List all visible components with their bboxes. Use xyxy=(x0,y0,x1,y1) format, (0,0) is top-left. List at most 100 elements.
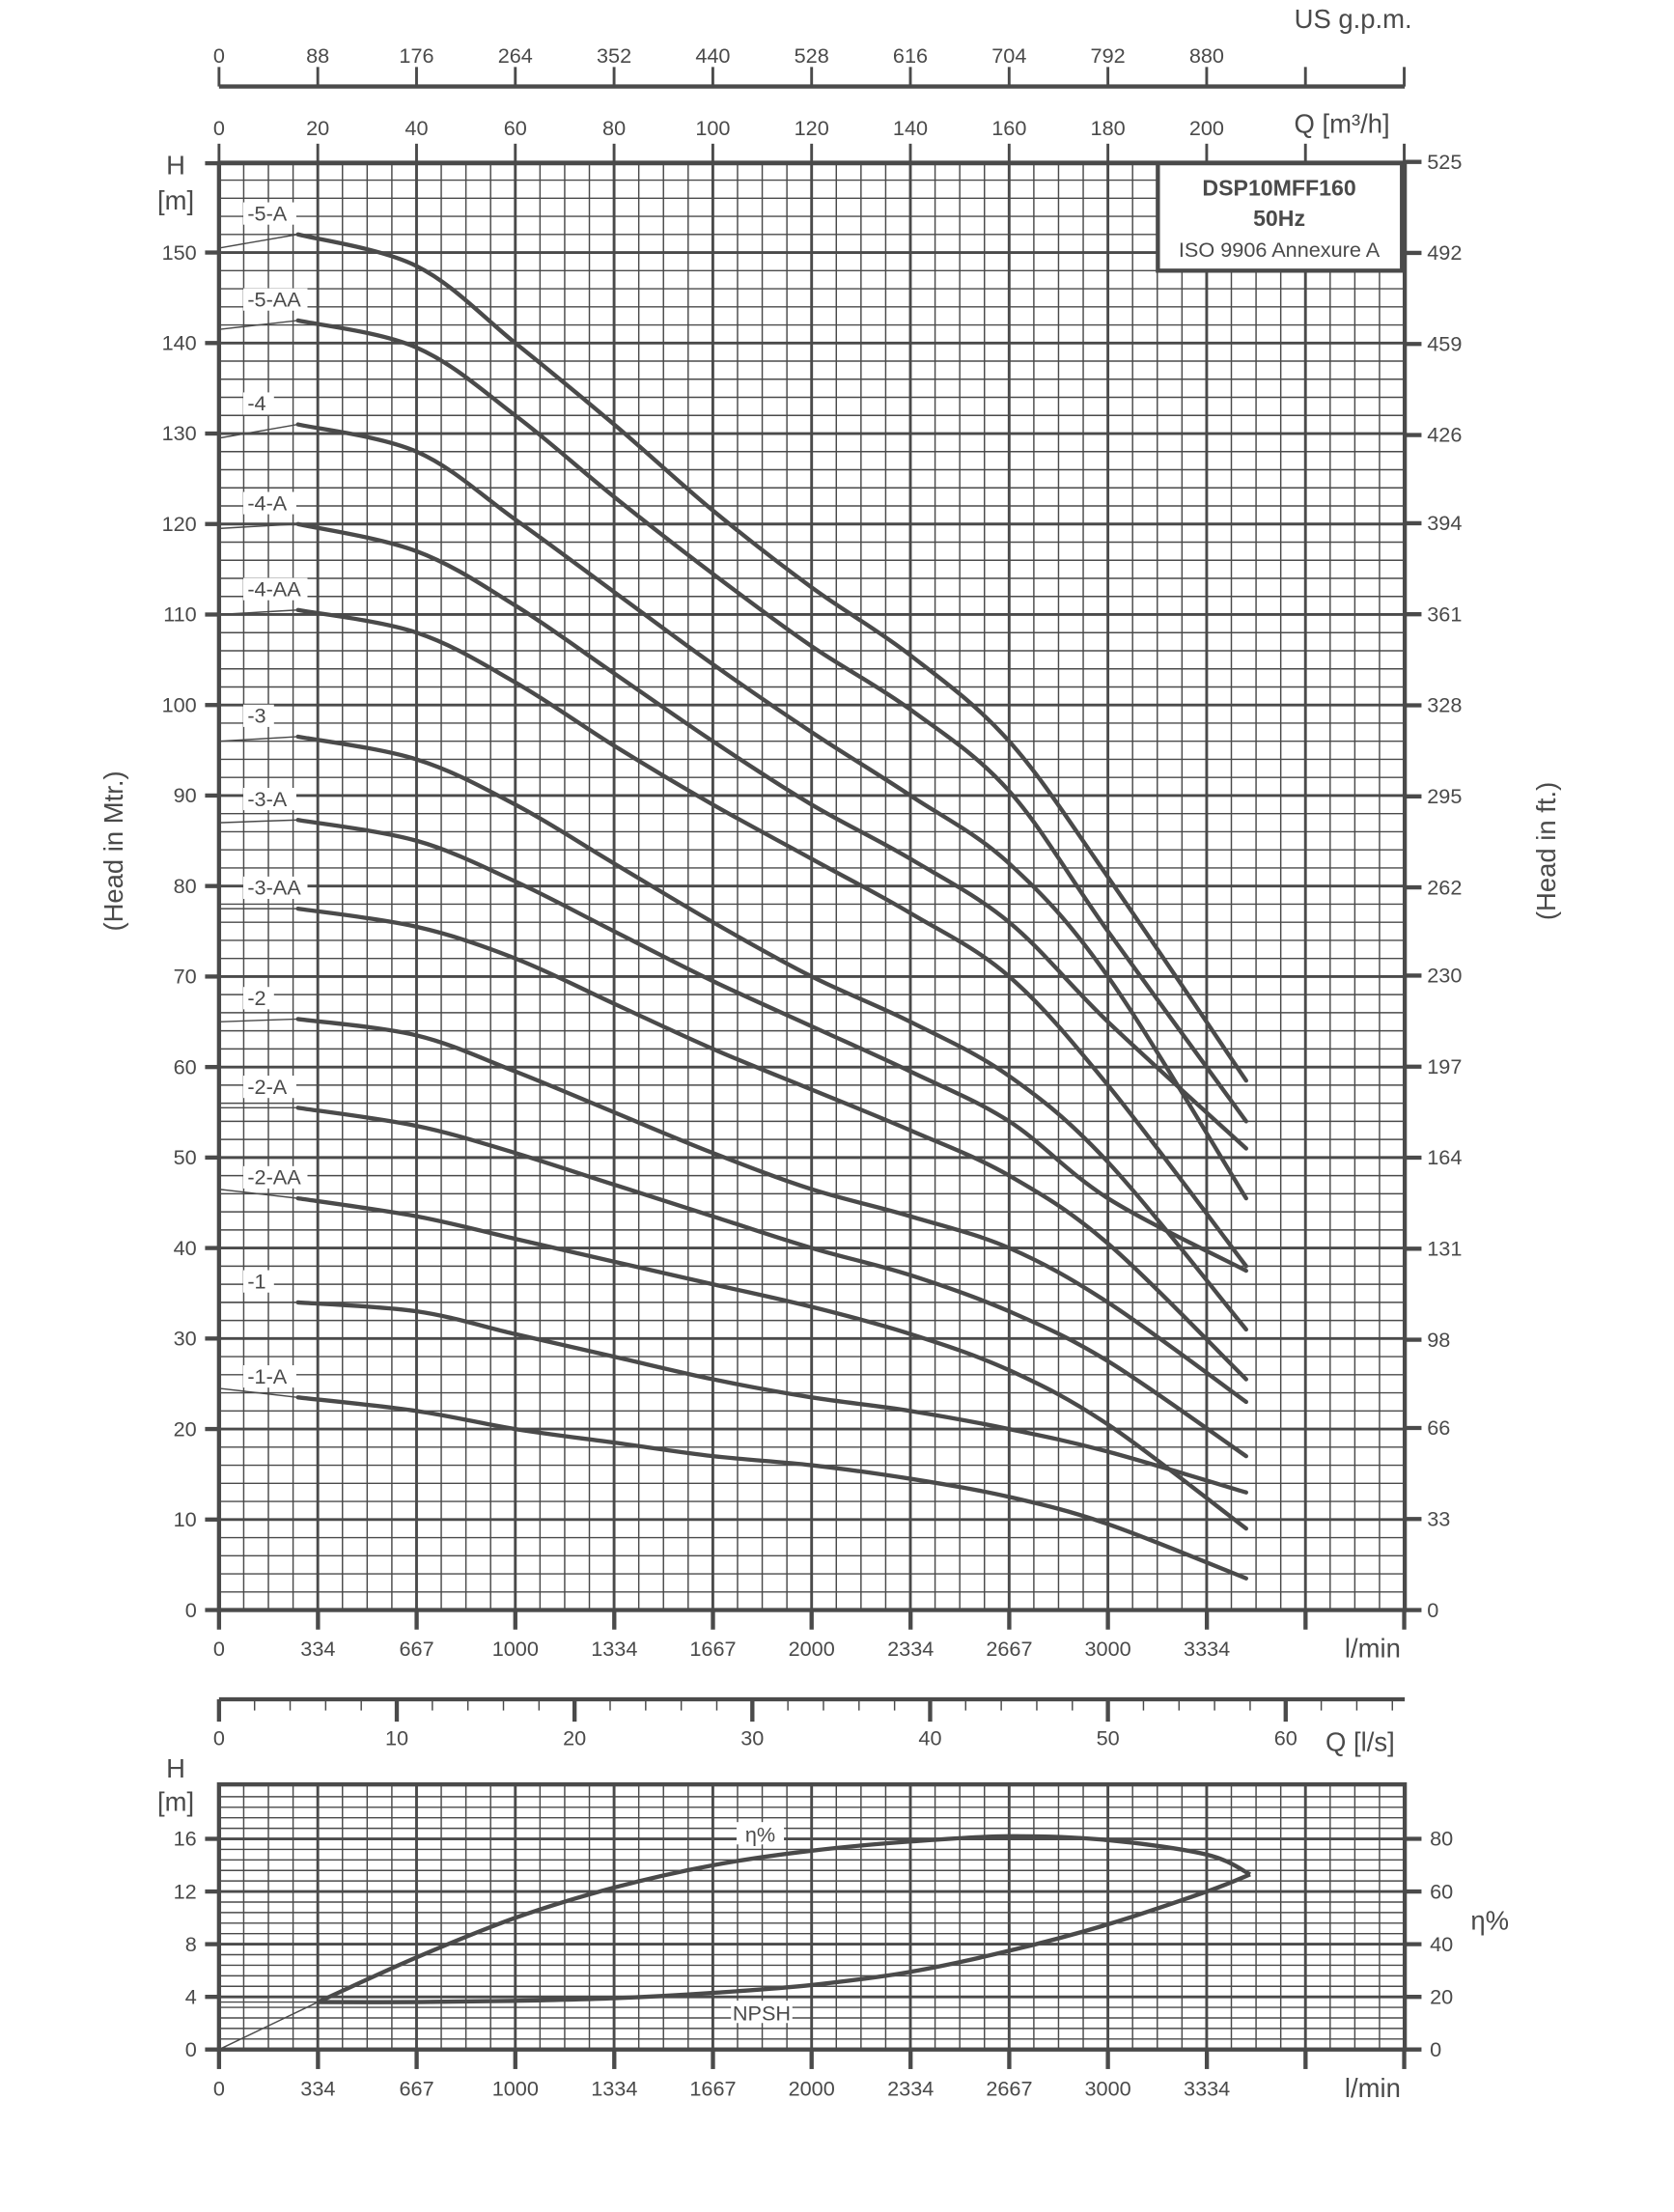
head-ft-tick-label: 394 xyxy=(1427,511,1462,535)
head-m-tick-label: 10 xyxy=(174,1507,197,1531)
lmin-unit-label-main: l/min xyxy=(1345,1634,1401,1664)
lmin-tick-label: 2334 xyxy=(887,2076,934,2100)
eff-tick-label: 40 xyxy=(1430,1932,1453,1956)
lmin-tick-label: 1334 xyxy=(591,1637,637,1661)
m3h-tick-label: 180 xyxy=(1091,116,1126,140)
head-curve xyxy=(295,818,1248,1274)
ls-tick-label: 30 xyxy=(740,1726,764,1750)
eff-axis-title: η% xyxy=(1470,1905,1509,1935)
lmin-tick-label: 1334 xyxy=(591,2076,637,2100)
head-curve xyxy=(295,1106,1248,1459)
head-m-tick-label: 30 xyxy=(174,1327,197,1351)
gpm-tick-label: 440 xyxy=(695,43,730,68)
ls-tick-label: 50 xyxy=(1097,1726,1120,1750)
ls-tick-label: 40 xyxy=(918,1726,941,1750)
lmin-tick-label: 1000 xyxy=(492,1637,539,1661)
left-axis-title: (Head in Mtr.) xyxy=(98,770,128,931)
gpm-unit-label: US g.p.m. xyxy=(1295,4,1412,34)
m3h-tick-label: 20 xyxy=(306,116,329,140)
model-name: DSP10MFF160 xyxy=(1202,175,1355,200)
curve-label: -2 xyxy=(247,986,265,1010)
head-m-tick-label: 90 xyxy=(174,783,197,807)
head-curve xyxy=(295,521,1248,1151)
eff-tick-label: 80 xyxy=(1430,1827,1453,1851)
lmin-tick-label: 3334 xyxy=(1184,2076,1230,2100)
lmin-tick-label: 667 xyxy=(400,2076,434,2100)
head-curve-shutoff xyxy=(218,523,298,530)
standard: ISO 9906 Annexure A xyxy=(1179,238,1381,262)
lmin-tick-label: 0 xyxy=(213,1637,225,1661)
m3h-tick-label: 200 xyxy=(1189,116,1224,140)
head-curve-shutoff xyxy=(218,1189,298,1199)
ls-tick-label: 10 xyxy=(385,1726,408,1750)
curve-label: -1-A xyxy=(247,1364,287,1388)
head-curve xyxy=(295,1395,1248,1581)
head-ft-tick-label: 492 xyxy=(1427,240,1462,265)
head-ft-tick-label: 295 xyxy=(1427,784,1462,808)
npsh-efficiency-curves: η% NPSH xyxy=(218,1822,1252,2051)
eff-tick-label: 0 xyxy=(1430,2037,1441,2061)
head-curve-shutoff xyxy=(218,736,298,742)
bottom-grid xyxy=(205,1781,1422,2052)
lmin-tick-label: 3000 xyxy=(1085,2076,1131,2100)
curve-label: -5-A xyxy=(247,201,287,225)
head-curve xyxy=(295,1195,1248,1531)
curve-label: -5-AA xyxy=(247,287,301,311)
head-unit-m: [m] xyxy=(157,185,194,215)
curve-label: -1 xyxy=(247,1269,265,1293)
curve-label-bg xyxy=(243,704,274,727)
lmin-tick-label: 2334 xyxy=(887,1637,934,1661)
head-ft-tick-label: 459 xyxy=(1427,331,1462,355)
lmin-tick-label: 3000 xyxy=(1085,1637,1131,1661)
head-m-tick-label: 60 xyxy=(174,1054,197,1078)
eff-curve-label: η% xyxy=(745,1822,775,1846)
lmin-tick-label: 667 xyxy=(400,1637,434,1661)
head-m-tick-label: 20 xyxy=(174,1416,197,1441)
lmin-tick-label: 334 xyxy=(300,1637,335,1661)
curve-label: -4 xyxy=(247,391,265,415)
head-curve-shutoff xyxy=(218,423,298,439)
head-ft-tick-label: 33 xyxy=(1427,1506,1450,1530)
gpm-tick-label: 880 xyxy=(1189,43,1224,68)
npsh-tick-label: 16 xyxy=(174,1827,197,1851)
m3h-tick-label: 120 xyxy=(795,116,829,140)
head-m-tick-label: 0 xyxy=(185,1598,197,1622)
npsh-tick-label: 4 xyxy=(185,1984,197,2008)
efficiency-curve xyxy=(317,1834,1252,2004)
head-m-tick-label: 40 xyxy=(174,1236,197,1260)
m3h-tick-label: 0 xyxy=(213,116,225,140)
title-box: DSP10MFF160 50Hz ISO 9906 Annexure A xyxy=(1156,160,1405,273)
bottom-frame xyxy=(216,1781,1408,2052)
gpm-tick-label: 0 xyxy=(213,43,225,68)
ls-tick-label: 20 xyxy=(563,1726,586,1750)
head-ft-tick-label: 230 xyxy=(1427,964,1462,988)
npsh-unit-m: [m] xyxy=(157,1787,194,1817)
head-m-tick-label: 80 xyxy=(174,874,197,898)
head-ft-tick-label: 328 xyxy=(1427,693,1462,717)
ls-unit-label: Q [l/s] xyxy=(1325,1726,1395,1756)
head-ft-tick-label: 197 xyxy=(1427,1054,1462,1078)
head-ft-tick-label: 98 xyxy=(1427,1328,1450,1352)
head-ft-tick-label: 525 xyxy=(1427,150,1462,174)
m3h-unit-label: Q [m³/h] xyxy=(1295,108,1390,138)
lmin-tick-label: 334 xyxy=(300,2076,335,2100)
head-ft-tick-label: 361 xyxy=(1427,602,1462,626)
curve-label-bg xyxy=(243,577,308,601)
head-curve xyxy=(295,232,1248,1083)
ls-tick-label: 60 xyxy=(1274,1726,1297,1750)
head-m-tick-label: 110 xyxy=(163,602,197,627)
npsh-curve-label: NPSH xyxy=(733,2001,791,2025)
eff-label-bg xyxy=(736,1822,785,1845)
gpm-tick-label: 792 xyxy=(1091,43,1126,68)
curve-label: -4-A xyxy=(247,490,287,515)
head-ft-tick-label: 262 xyxy=(1427,875,1462,899)
curve-label-bg xyxy=(243,1076,296,1099)
head-m-tick-label: 100 xyxy=(162,692,197,716)
head-ft-tick-label: 426 xyxy=(1427,423,1462,447)
curve-label: -3 xyxy=(247,704,265,728)
gpm-tick-label: 176 xyxy=(399,43,433,68)
head-curve-shutoff xyxy=(218,819,298,824)
curve-label: -3-A xyxy=(247,787,287,811)
gpm-tick-label: 616 xyxy=(893,43,928,68)
